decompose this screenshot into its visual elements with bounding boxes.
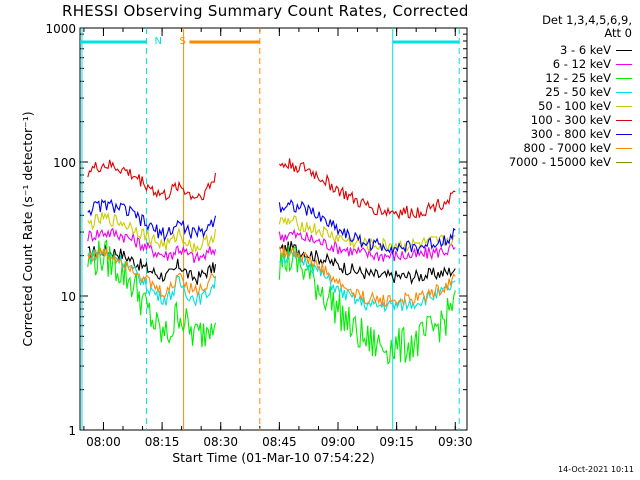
legend-entry: 3 - 6 keV bbox=[509, 43, 632, 57]
x-tick-label: 08:15 bbox=[145, 435, 180, 449]
series-line bbox=[87, 211, 217, 254]
legend-swatch bbox=[616, 133, 632, 135]
legend-header-line-2: Att 0 bbox=[604, 26, 632, 40]
legend-label: 25 - 50 keV bbox=[545, 85, 611, 99]
x-tick-label: 09:30 bbox=[438, 435, 473, 449]
y-tick-label: 100 bbox=[53, 156, 76, 170]
legend-entry: 6 - 12 keV bbox=[509, 57, 632, 71]
legend-entry: 300 - 800 keV bbox=[509, 127, 632, 141]
legend-swatch bbox=[616, 49, 632, 51]
legend-swatch bbox=[616, 147, 632, 149]
x-tick-label: 09:00 bbox=[321, 435, 356, 449]
x-tick-label: 08:00 bbox=[86, 435, 121, 449]
legend-label: 50 - 100 keV bbox=[538, 99, 611, 113]
legend-entry: 50 - 100 keV bbox=[509, 99, 632, 113]
series-line bbox=[278, 245, 456, 365]
series-line bbox=[278, 228, 456, 262]
series-line bbox=[279, 241, 456, 286]
y-axis-label: Corrected Count Rate (s⁻¹ detector⁻¹) bbox=[20, 111, 35, 346]
legend-label: 800 - 7000 keV bbox=[523, 141, 611, 155]
legend-swatch bbox=[616, 119, 632, 121]
legend-swatch bbox=[616, 91, 632, 93]
legend-entry: 7000 - 15000 keV bbox=[509, 155, 632, 169]
series-line bbox=[278, 158, 456, 220]
series-line bbox=[87, 159, 217, 201]
series-line bbox=[87, 239, 217, 348]
x-tick-label: 09:15 bbox=[379, 435, 414, 449]
x-axis-label: Start Time (01-Mar-10 07:54:22) bbox=[172, 450, 375, 465]
legend-label: 6 - 12 keV bbox=[552, 57, 611, 71]
legend-swatch bbox=[616, 105, 632, 107]
chart-title: RHESSI Observing Summary Count Rates, Co… bbox=[62, 2, 469, 20]
legend-entry: 25 - 50 keV bbox=[509, 85, 632, 99]
y-tick-label: 10 bbox=[61, 290, 76, 304]
y-tick-label: 1 bbox=[68, 424, 76, 438]
flag-label: N bbox=[154, 36, 161, 47]
legend-label: 300 - 800 keV bbox=[530, 127, 611, 141]
legend-label: 100 - 300 keV bbox=[530, 113, 611, 127]
series-line bbox=[278, 249, 456, 313]
legend-swatch bbox=[616, 63, 632, 65]
x-tick-label: 08:30 bbox=[203, 435, 238, 449]
legend-swatch bbox=[616, 161, 632, 163]
flag-label: S bbox=[179, 36, 185, 47]
legend-label: 12 - 25 keV bbox=[545, 71, 611, 85]
legend: 3 - 6 keV 6 - 12 keV 12 - 25 keV 25 - 50 ke… bbox=[509, 43, 632, 169]
series-line bbox=[87, 248, 217, 307]
series-line bbox=[87, 247, 216, 299]
series-line bbox=[278, 215, 456, 253]
series-line bbox=[278, 245, 456, 308]
plot-frame bbox=[79, 27, 468, 431]
legend-entry: 800 - 7000 keV bbox=[509, 141, 632, 155]
legend-entry: 12 - 25 keV bbox=[509, 71, 632, 85]
legend-label: 7000 - 15000 keV bbox=[508, 155, 611, 169]
generation-timestamp: 14-Oct-2021 10:11 bbox=[558, 465, 634, 474]
legend-label: 3 - 6 keV bbox=[560, 43, 611, 57]
legend-swatch bbox=[616, 77, 632, 79]
legend-header-line-1: Det 1,3,4,5,6,9, bbox=[542, 13, 632, 27]
x-tick-label: 08:45 bbox=[262, 435, 297, 449]
series-line bbox=[87, 198, 217, 243]
series-line bbox=[278, 199, 456, 256]
legend-entry: 100 - 300 keV bbox=[509, 113, 632, 127]
y-tick-label: 1000 bbox=[45, 22, 76, 36]
series-line bbox=[87, 227, 217, 264]
